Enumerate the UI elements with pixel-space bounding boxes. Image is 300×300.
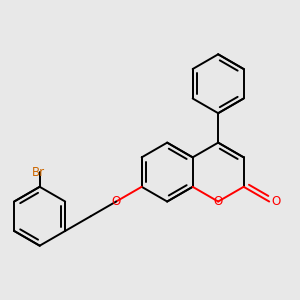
Text: Br: Br xyxy=(32,166,45,178)
Text: O: O xyxy=(112,195,121,208)
Text: O: O xyxy=(214,195,223,208)
Text: O: O xyxy=(271,195,280,208)
